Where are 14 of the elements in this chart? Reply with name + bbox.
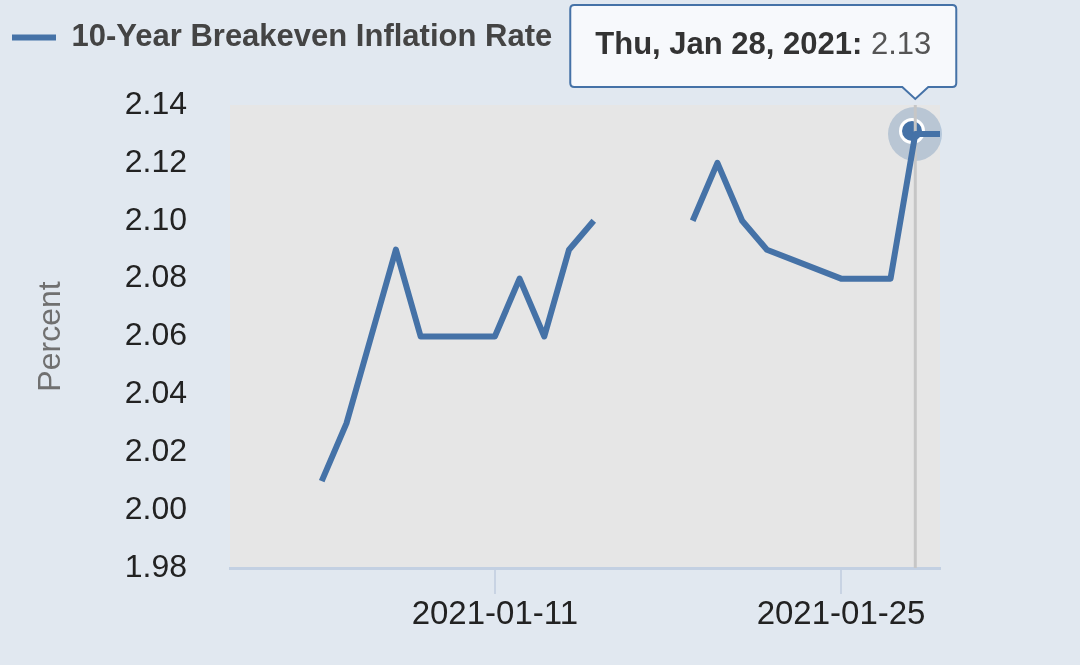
y-axis-title: Percent	[31, 281, 68, 392]
y-tick-label: 2.02	[124, 432, 187, 469]
y-tick-label: 2.12	[124, 142, 187, 179]
y-tick-label: 2.06	[124, 316, 187, 353]
y-tick-label: 2.10	[124, 200, 187, 237]
y-tick-label: 2.00	[124, 489, 187, 526]
annotation: Thu, Jan 28, 2021: 2.13	[595, 26, 932, 62]
y-tick-label: 2.14	[124, 84, 187, 121]
x-tick-label: 2021-01-11	[411, 593, 579, 631]
y-tick-label: 2.04	[124, 374, 187, 411]
x-tick-label: 2021-01-25	[756, 593, 926, 631]
y-tick-label: 1.98	[124, 547, 187, 584]
y-tick-label: 2.08	[124, 258, 187, 295]
legend-label: 10-Year Breakeven Inflation Rate	[71, 18, 553, 54]
